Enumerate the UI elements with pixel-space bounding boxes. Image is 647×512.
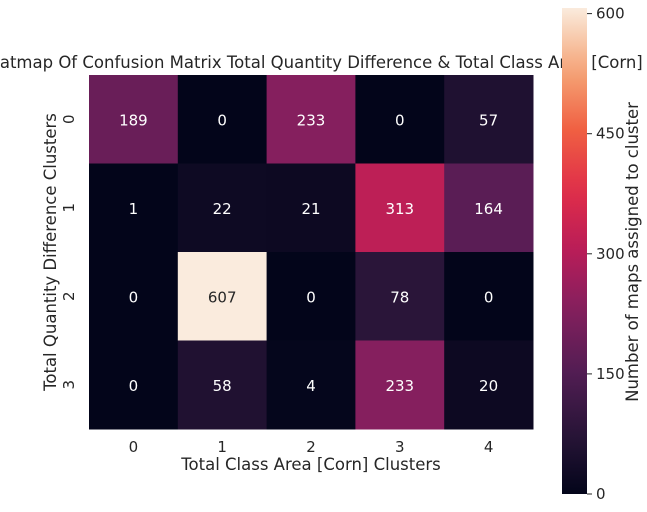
heatmap-cell <box>266 252 356 341</box>
x-tick-label: 1 <box>217 438 227 456</box>
cell-value-label: 4 <box>306 377 316 395</box>
cell-value-label: 607 <box>208 288 237 306</box>
colorbar-ticks: 0 150 300 450 600 <box>587 5 625 503</box>
colorbar <box>562 8 587 494</box>
x-tick-label: 0 <box>129 438 139 456</box>
heatmap-cell <box>444 163 534 253</box>
cell-value-label: 189 <box>119 111 148 129</box>
heatmap-cell <box>177 340 268 430</box>
heatmap-cell <box>89 340 179 430</box>
x-tick-label: 2 <box>306 438 316 456</box>
x-tick-label: 3 <box>395 438 405 456</box>
cell-value-label: 233 <box>385 377 414 395</box>
heatmap-cell <box>444 340 534 430</box>
cell-value-label: 313 <box>385 200 414 218</box>
heatmap-cell <box>355 75 445 164</box>
cell-value-label: 58 <box>213 377 232 395</box>
heatmap-cell <box>177 163 268 253</box>
cell-value-label: 20 <box>479 377 498 395</box>
colorbar-tick-label: 600 <box>596 5 625 23</box>
y-tick-label: 3 <box>60 380 78 390</box>
heatmap-cell <box>89 75 179 164</box>
y-axis-ticks: 0 1 2 3 <box>60 114 78 389</box>
heatmap-cell <box>266 163 356 253</box>
y-tick-label: 0 <box>60 114 78 124</box>
colorbar-tick-label: 300 <box>596 245 625 263</box>
cell-value-label: 0 <box>217 111 227 129</box>
heatmap-cell <box>444 75 534 164</box>
colorbar-tick-label: 450 <box>596 125 625 143</box>
cell-value-label: 0 <box>484 288 494 306</box>
heatmap-cell <box>444 252 534 341</box>
x-axis-ticks: 0 1 2 3 4 <box>129 438 494 456</box>
colorbar-label: Number of maps assigned to cluster <box>623 102 642 402</box>
cell-value-label: 22 <box>213 200 232 218</box>
cell-value-label: 57 <box>479 111 498 129</box>
cell-value-label: 0 <box>129 288 139 306</box>
cell-value-label: 78 <box>390 288 409 306</box>
cell-value-label: 21 <box>301 200 320 218</box>
cell-value-label: 164 <box>474 200 503 218</box>
x-tick-label: 4 <box>484 438 494 456</box>
cell-value-label: 0 <box>306 288 316 306</box>
cell-value-label: 1 <box>129 200 139 218</box>
chart-title: Heatmap Of Confusion Matrix Total Quanti… <box>0 53 643 72</box>
colorbar-tick-label: 0 <box>596 485 606 503</box>
y-tick-label: 1 <box>60 203 78 213</box>
heatmap-cell <box>355 340 445 430</box>
heatmap-cell <box>89 252 179 341</box>
heatmap-cell <box>266 340 356 430</box>
heatmap-cell <box>89 163 179 253</box>
heatmap-cell <box>355 252 445 341</box>
y-tick-label: 2 <box>60 291 78 301</box>
cell-value-label: 0 <box>395 111 405 129</box>
x-axis-label: Total Class Area [Corn] Clusters <box>180 455 441 474</box>
cell-value-label: 233 <box>297 111 326 129</box>
colorbar-tick-label: 150 <box>596 365 625 383</box>
heatmap-cell <box>355 163 445 253</box>
heatmap-cell <box>177 75 268 164</box>
y-axis-label: Total Quantity Difference Clusters <box>41 113 60 392</box>
cell-annotations: 189 0 233 0 57 1 22 21 313 164 0 607 0 78 0 0 58 4 233 20 <box>119 111 503 395</box>
cell-value-label: 0 <box>129 377 139 395</box>
heatmap-cell <box>266 75 356 164</box>
heatmap-cells <box>89 75 534 430</box>
heatmap-cell <box>177 252 268 341</box>
